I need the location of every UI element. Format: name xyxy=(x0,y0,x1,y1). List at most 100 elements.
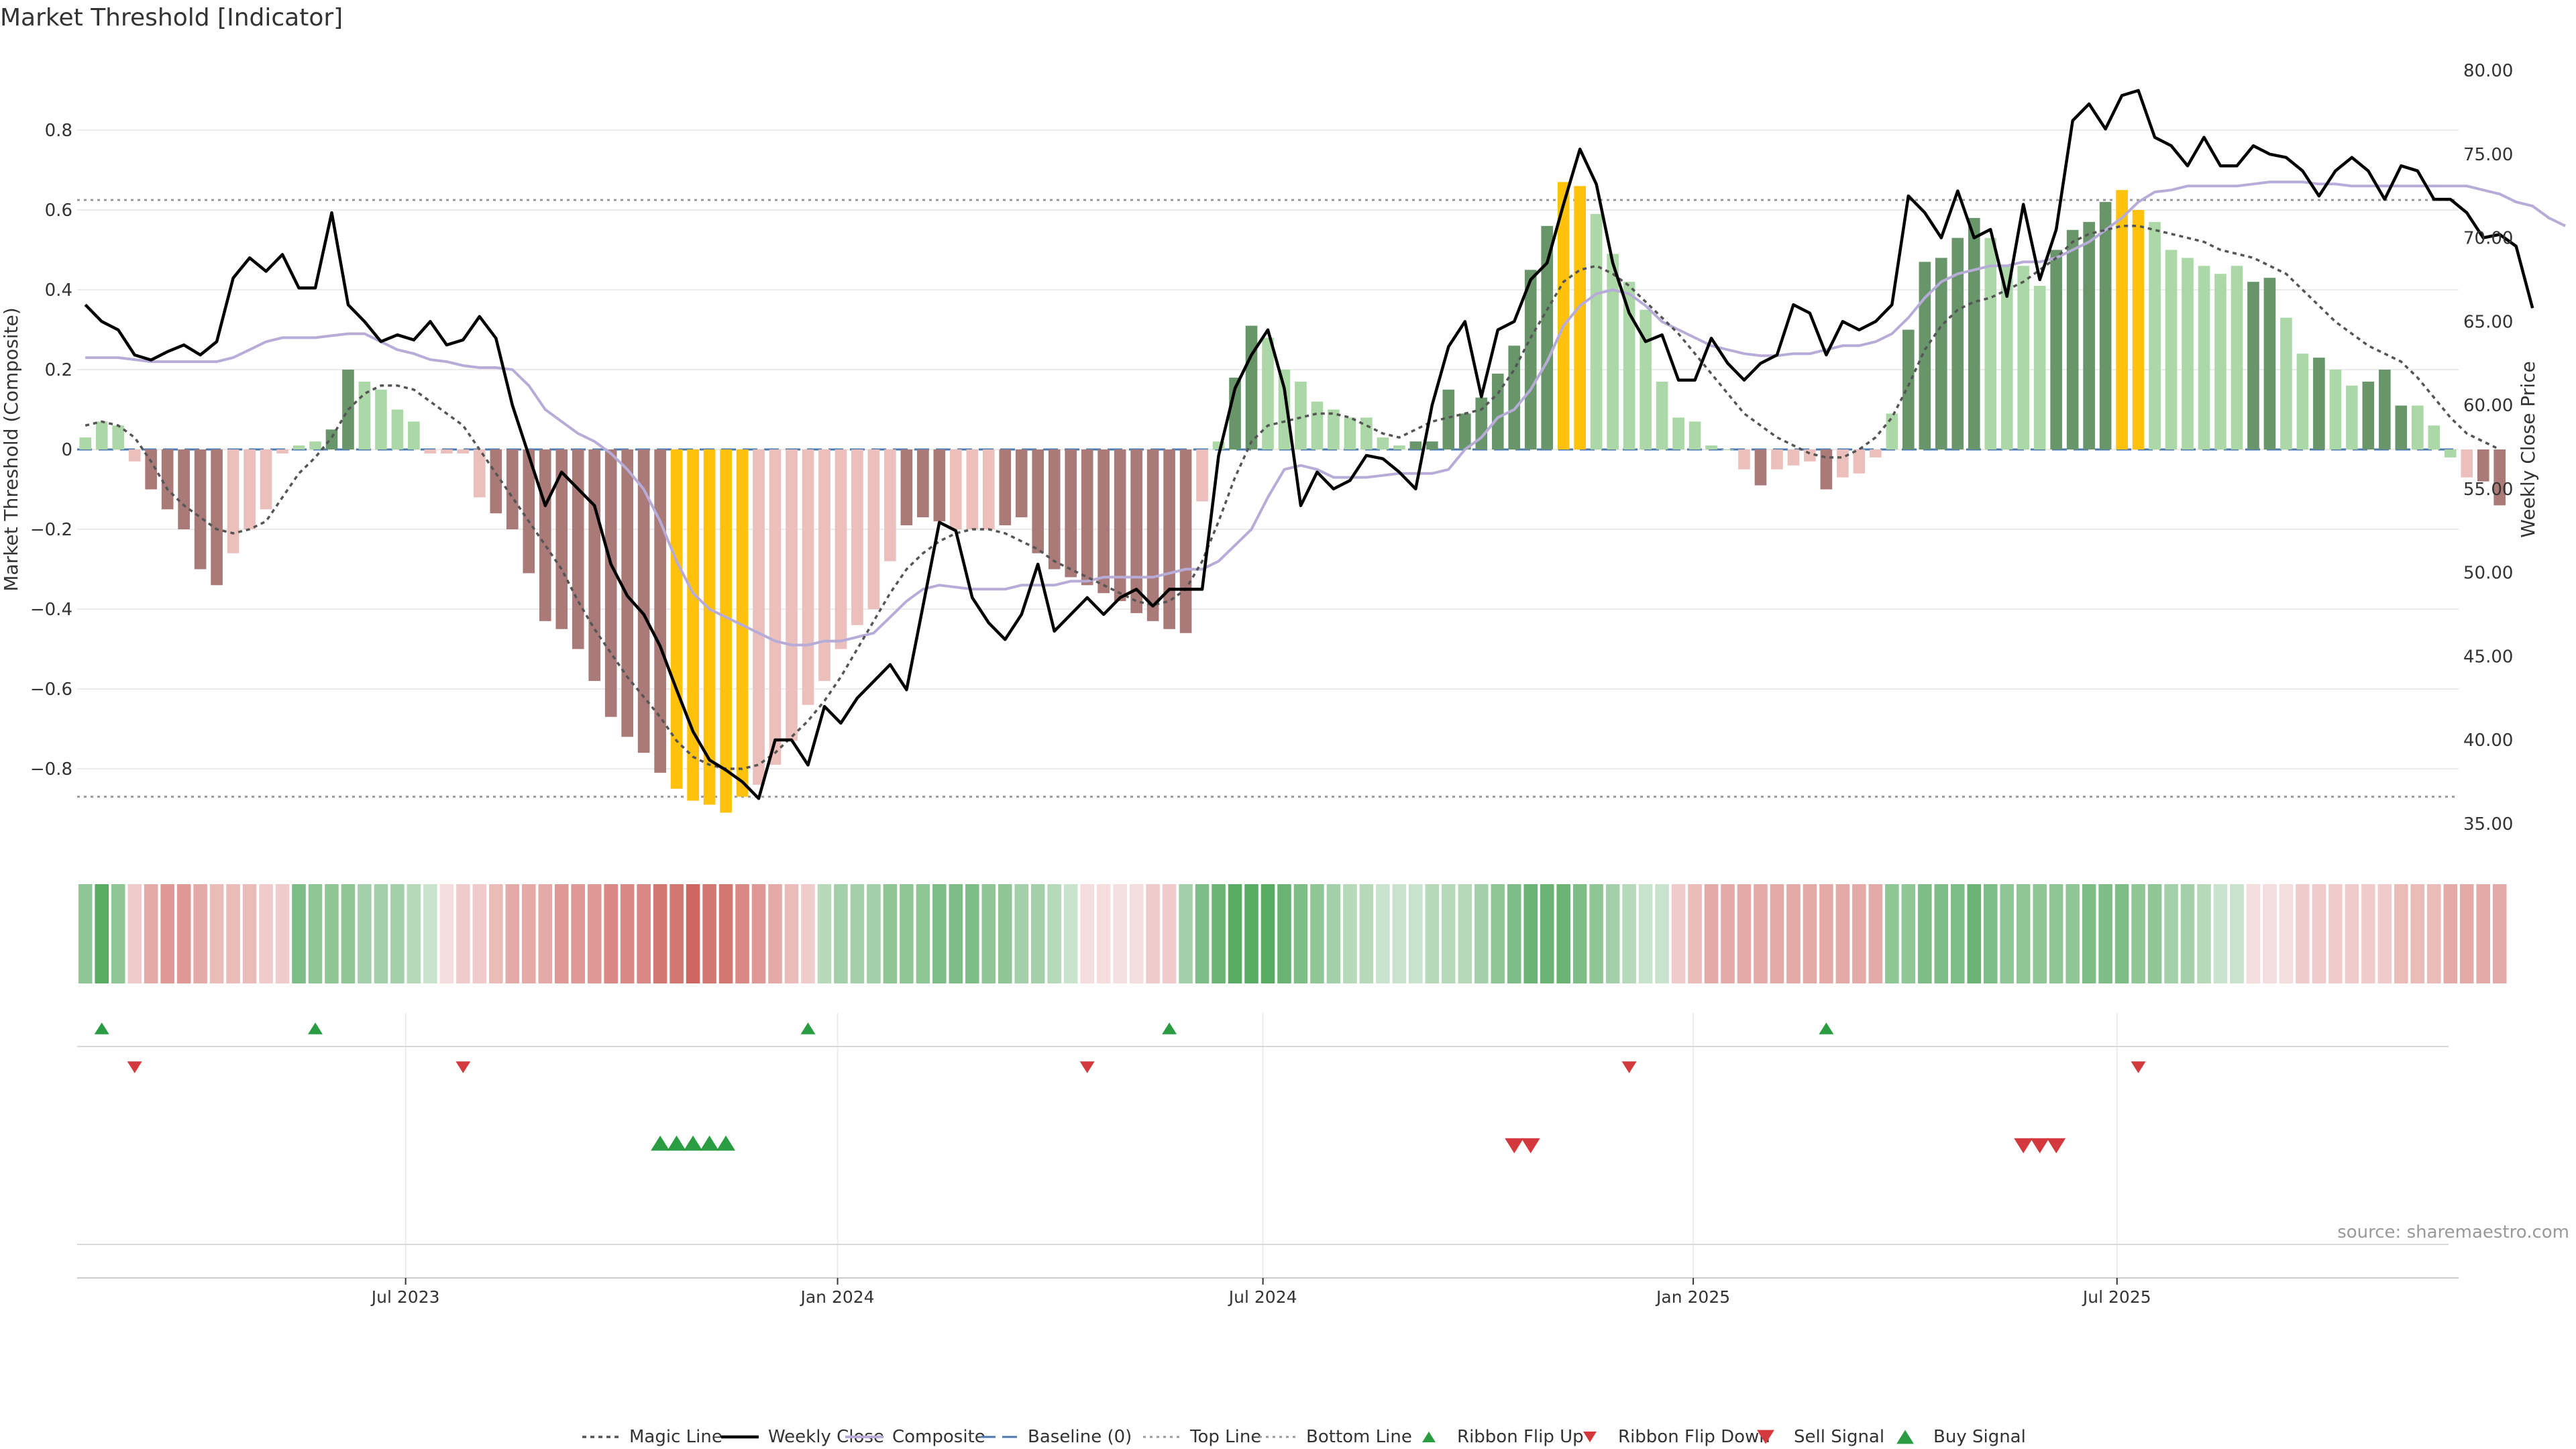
composite-bar xyxy=(539,449,551,621)
ribbon-cell xyxy=(2230,884,2244,983)
ribbon-cell xyxy=(1014,884,1029,983)
ribbon-cell xyxy=(1359,884,1374,983)
ribbon-cell xyxy=(144,884,158,983)
composite-bar xyxy=(818,449,830,682)
sell-signal-marker xyxy=(1521,1138,1540,1154)
composite-bar xyxy=(260,449,272,510)
ribbon-cell xyxy=(1244,884,1258,983)
composite-bar xyxy=(867,449,880,609)
composite-bar xyxy=(292,445,305,449)
ribbon-flip-up-marker xyxy=(308,1022,323,1034)
y2-tick-label: 35.00 xyxy=(2463,814,2513,835)
ribbon-cell xyxy=(2246,884,2261,983)
ribbon-cell xyxy=(850,884,865,983)
ribbon-cell xyxy=(2279,884,2294,983)
composite-bar xyxy=(2428,425,2440,449)
composite-bar xyxy=(1245,325,1258,449)
ribbon-cell xyxy=(1770,884,1784,983)
composite-bar xyxy=(2214,274,2226,449)
composite-bar xyxy=(1114,449,1126,602)
ribbon-cell xyxy=(1409,884,1423,983)
ribbon-cell xyxy=(784,884,799,983)
composite-bar xyxy=(358,381,371,449)
composite-bar xyxy=(1508,345,1521,449)
composite-bar xyxy=(424,449,437,453)
ribbon-cell xyxy=(834,884,848,983)
composite-bar xyxy=(802,449,814,705)
y-tick-label: 0.2 xyxy=(45,360,72,380)
composite-bar xyxy=(2182,258,2194,449)
y-tick-label: −0.2 xyxy=(30,520,72,540)
composite-bar xyxy=(966,449,979,529)
ribbon-cell xyxy=(1671,884,1686,983)
composite-bar xyxy=(211,449,223,586)
composite-bar xyxy=(79,437,92,449)
composite-bar xyxy=(2329,370,2342,449)
ribbon-cell xyxy=(1326,884,1341,983)
composite-bar xyxy=(309,441,321,449)
ribbon-cell xyxy=(423,884,437,983)
composite-bar xyxy=(2017,266,2030,449)
ribbon-cell xyxy=(2213,884,2228,983)
ribbon-cell xyxy=(768,884,782,983)
ribbon-cell xyxy=(1113,884,1127,983)
ribbon-cell xyxy=(2016,884,2031,983)
composite-bar xyxy=(1738,449,1750,470)
ribbon-cell xyxy=(374,884,388,983)
composite-bar xyxy=(2231,266,2243,449)
ribbon-cell xyxy=(1442,884,1456,983)
composite-bar xyxy=(1754,449,1767,486)
composite-bar xyxy=(1935,258,1947,449)
composite-bar xyxy=(2050,250,2062,449)
ribbon-cell xyxy=(1819,884,1833,983)
composite-bar xyxy=(1097,449,1110,594)
legend-label: Composite xyxy=(892,1427,985,1447)
legend-label: Buy Signal xyxy=(1933,1427,2026,1447)
composite-bar xyxy=(1557,182,1570,449)
ribbon-cell xyxy=(571,884,586,983)
composite-bar xyxy=(1015,449,1028,518)
composite-bar xyxy=(2296,354,2309,449)
ribbon-cell xyxy=(1918,884,1932,983)
composite-bar xyxy=(1377,437,1389,449)
ribbon-cell xyxy=(2131,884,2145,983)
composite-bar xyxy=(1146,449,1159,621)
ribbon-cell xyxy=(1934,884,1949,983)
composite-bar xyxy=(145,449,157,490)
series-lines xyxy=(84,89,2566,800)
composite-bar xyxy=(441,449,453,453)
composite-bar xyxy=(1344,417,1356,449)
ribbon-cell xyxy=(2000,884,2015,983)
ribbon-strip xyxy=(78,884,2507,983)
ribbon-cell xyxy=(1212,884,1226,983)
ribbon-cell xyxy=(1080,884,1094,983)
composite-bar xyxy=(637,449,650,753)
ribbon-cell xyxy=(587,884,602,983)
ribbon-cell xyxy=(456,884,470,983)
x-axis: Jul 2023 Jan 2024 Jul 2024 Jan 2025 Jul 2025 xyxy=(370,1278,2151,1307)
ribbon-cell xyxy=(1622,884,1636,983)
ribbon-cell xyxy=(111,884,125,983)
composite-bar xyxy=(654,449,666,773)
composite-bar xyxy=(670,449,683,789)
ribbon-cell xyxy=(242,884,257,983)
ribbon-cell xyxy=(2410,884,2425,983)
composite-bar xyxy=(900,449,913,526)
composite-bar xyxy=(1886,413,1898,449)
composite-bar xyxy=(2132,210,2145,449)
y2-tick-label: 60.00 xyxy=(2463,396,2513,416)
sell-signal-marker xyxy=(1505,1138,1524,1154)
legend-label: Magic Line xyxy=(629,1427,722,1447)
ribbon-cell xyxy=(637,884,651,983)
ribbon-cell xyxy=(2049,884,2063,983)
composite-bar xyxy=(1328,409,1340,449)
composite-bar xyxy=(604,449,617,717)
y-tick-label: −0.8 xyxy=(30,759,72,780)
composite-bars xyxy=(79,182,2506,813)
ribbon-cell xyxy=(965,884,979,983)
composite-bar xyxy=(2461,449,2473,478)
composite-bar xyxy=(244,449,256,529)
ribbon-cell xyxy=(2114,884,2129,983)
composite-bar xyxy=(2395,405,2408,449)
ribbon-cell xyxy=(1737,884,1752,983)
